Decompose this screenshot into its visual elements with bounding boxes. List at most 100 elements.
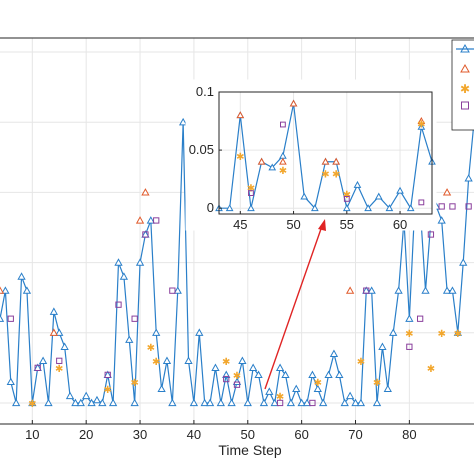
series-1-point bbox=[6, 377, 15, 386]
inset-series-1-point bbox=[396, 186, 404, 194]
series-1-point bbox=[243, 398, 252, 407]
series-1-point bbox=[340, 398, 349, 407]
x-axis-label: Time Step bbox=[218, 442, 281, 458]
series-1-point bbox=[448, 286, 457, 294]
x-tick-label: 10 bbox=[25, 427, 39, 442]
inset-x-tick-label: 60 bbox=[393, 217, 407, 232]
x-tick-label: 40 bbox=[187, 427, 201, 442]
inset-series-3-point: ✱ bbox=[236, 152, 244, 163]
legend-marker-series-4 bbox=[461, 101, 469, 110]
series-1-point bbox=[157, 384, 166, 393]
series-1-point bbox=[265, 387, 274, 395]
series-1-point bbox=[168, 398, 177, 407]
series-1-point bbox=[275, 363, 285, 371]
inset-series-2-point bbox=[289, 99, 298, 107]
inset-series-3-point: ✱ bbox=[332, 169, 340, 180]
inset-series-layer: ✱✱✱ ✱ ✱✱✱ bbox=[215, 99, 436, 212]
inset-x-tick-label: 45 bbox=[233, 217, 247, 232]
series-1-point bbox=[281, 370, 290, 379]
inset-y-tick-label: 0 bbox=[207, 200, 214, 215]
series-1-point bbox=[211, 363, 220, 371]
series-1-point bbox=[356, 398, 366, 407]
series-1-point bbox=[65, 391, 75, 400]
series-1-point bbox=[98, 398, 107, 407]
series-1-point bbox=[442, 286, 452, 294]
series-1-point bbox=[459, 258, 468, 266]
inset-border bbox=[218, 91, 433, 215]
x-tick-labels: 10 20 30 40 50 60 70 80 bbox=[25, 427, 417, 442]
series-1-point bbox=[367, 286, 376, 294]
inset-series-1-point bbox=[364, 204, 372, 212]
series-1-point bbox=[437, 216, 446, 224]
inset-series-3-point: ✱ bbox=[279, 166, 287, 177]
series-3-point: ✱ bbox=[152, 357, 160, 368]
zoom-arrow bbox=[264, 219, 326, 390]
series-1-point bbox=[162, 356, 172, 364]
inset-series-4-point bbox=[248, 190, 254, 196]
x-tick-label: 70 bbox=[348, 427, 362, 442]
series-4 bbox=[7, 203, 472, 407]
series-1-point bbox=[249, 363, 258, 371]
series-3-point: ✱ bbox=[314, 378, 322, 389]
series-1-point bbox=[254, 370, 263, 379]
inset-series-2-point bbox=[321, 157, 330, 165]
series-3-point: ✱ bbox=[147, 343, 155, 354]
legend-marker-series-1 bbox=[460, 43, 470, 53]
legend-marker-series-3: ✱ bbox=[460, 82, 470, 96]
inset-series-1-point bbox=[225, 204, 234, 212]
series-1-point bbox=[313, 384, 322, 393]
series-3-point: ✱ bbox=[357, 357, 365, 368]
series-3-point: ✱ bbox=[55, 364, 63, 375]
series-3-point: ✱ bbox=[427, 364, 435, 375]
inset-y-tick-labels: 0 0.05 0.1 bbox=[189, 84, 214, 215]
series-1-point bbox=[71, 398, 80, 407]
series-4-point bbox=[34, 364, 41, 371]
inset-x-tick-labels: 45 50 55 60 bbox=[233, 217, 407, 232]
inset-series-1-point bbox=[406, 204, 415, 212]
inset-series-2-point bbox=[257, 157, 266, 165]
series-1-point bbox=[135, 258, 145, 266]
series-4-point bbox=[142, 231, 149, 238]
inset-series-2-point bbox=[332, 157, 340, 165]
series-1-point bbox=[146, 216, 155, 224]
series-3-point: ✱ bbox=[437, 329, 445, 340]
series-4-point bbox=[276, 399, 284, 407]
series-1-point bbox=[383, 384, 392, 393]
series-1-point bbox=[324, 370, 333, 379]
series-2-point bbox=[0, 286, 5, 294]
inset-series-1-point bbox=[247, 204, 255, 212]
legend-marker-series-2 bbox=[460, 63, 470, 73]
series-1-point bbox=[227, 398, 236, 407]
series-1-point bbox=[12, 398, 21, 407]
inset-background bbox=[185, 79, 437, 231]
series-4-point bbox=[363, 287, 370, 294]
series-1-point bbox=[335, 370, 344, 379]
series-2-point bbox=[345, 286, 355, 294]
inset-series-3-point: ✱ bbox=[321, 169, 329, 180]
series-3-point: ✱ bbox=[454, 329, 462, 340]
series-1-point bbox=[238, 356, 247, 364]
inset-series-3: ✱✱✱ ✱ ✱✱✱ bbox=[236, 119, 425, 201]
series-1-point bbox=[389, 328, 398, 336]
series-4-point bbox=[449, 203, 456, 210]
series-1-point bbox=[195, 328, 204, 336]
plot-frame bbox=[0, 37, 474, 425]
inset-series-4-point bbox=[418, 199, 425, 206]
inset-y-tick-label: 0.1 bbox=[196, 84, 214, 99]
series-3-point: ✱ bbox=[28, 399, 36, 410]
series-1-point bbox=[28, 398, 37, 407]
series-4-point bbox=[56, 357, 63, 364]
series-1-point bbox=[17, 272, 26, 280]
series-1-point bbox=[297, 398, 306, 407]
series-1-point bbox=[178, 117, 188, 126]
series-1-point bbox=[152, 328, 161, 336]
series-4-point bbox=[115, 301, 122, 308]
series-1-point bbox=[351, 398, 360, 407]
inset-series-1-point bbox=[385, 204, 394, 212]
series-1-point bbox=[453, 328, 462, 336]
inset-series-1-point bbox=[353, 180, 362, 188]
series-1-point bbox=[200, 398, 209, 407]
inset-series-1-point bbox=[311, 204, 319, 212]
inset-frame bbox=[218, 91, 433, 215]
